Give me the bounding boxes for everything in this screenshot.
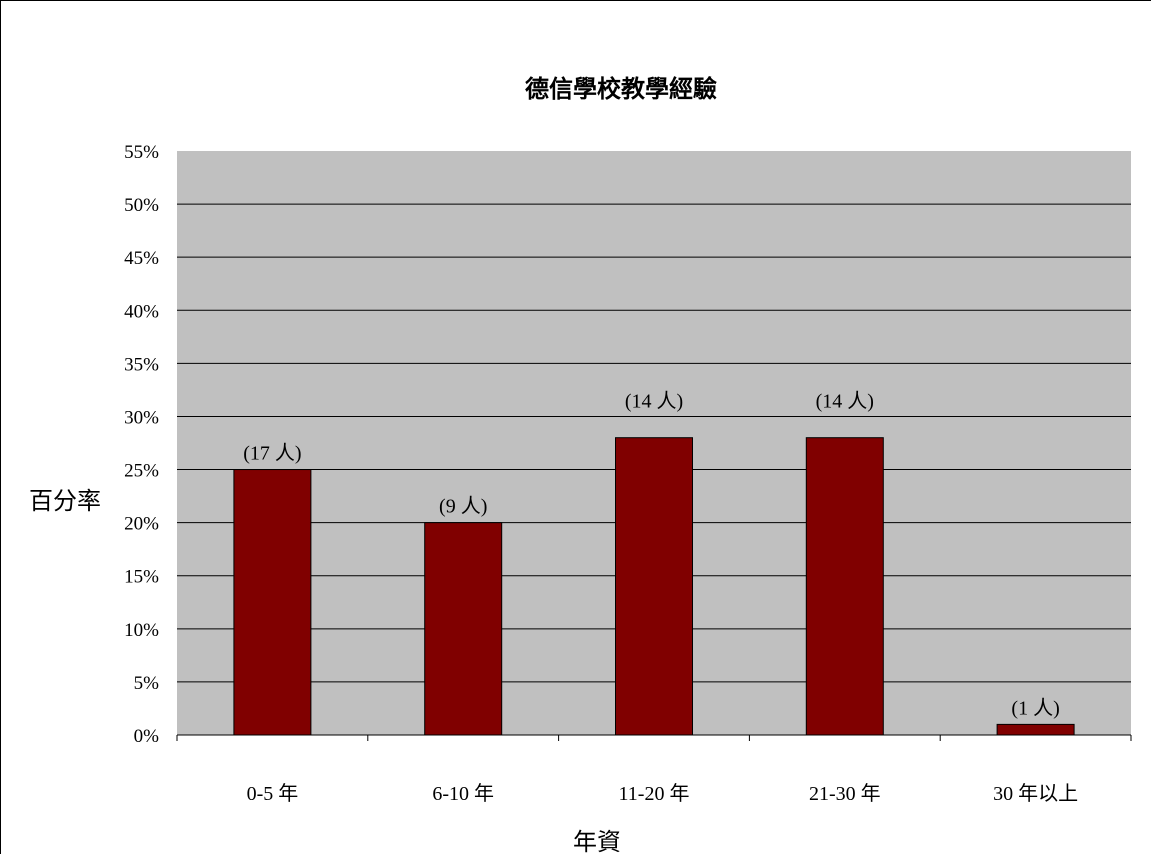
x-axis-label: 年資 — [573, 829, 621, 855]
y-axis-label: 百分率 — [29, 488, 101, 515]
bar — [996, 723, 1075, 736]
bar — [424, 522, 503, 736]
bar-data-label: (17 人) — [243, 442, 301, 465]
bar — [233, 469, 312, 736]
x-tick-label: 11-20 年 — [619, 782, 690, 805]
x-tick-label: 21-30 年 — [809, 782, 881, 805]
y-tick-label: 35% — [124, 354, 159, 375]
y-tick-label: 5% — [134, 673, 160, 694]
y-tick-label: 40% — [124, 301, 159, 322]
bar-data-label: (1 人) — [1011, 696, 1059, 719]
y-axis-ticks: 0% 5% 10% 15% 20% 25% 30% 35% 40% 45% 50% 55% — [124, 142, 159, 747]
y-tick-label: 0% — [134, 726, 160, 747]
bar-data-label: (9 人) — [439, 495, 487, 518]
y-tick-label: 30% — [124, 407, 159, 428]
y-tick-label: 20% — [124, 514, 159, 535]
bars — [233, 437, 1075, 736]
bar — [805, 437, 884, 736]
bar-data-label: (14 人) — [625, 390, 683, 413]
y-tick-label: 10% — [124, 620, 159, 641]
x-tick-label: 30 年以上 — [993, 782, 1078, 805]
chart-title: 德信學校教學經驗 — [525, 75, 717, 103]
y-tick-label: 15% — [124, 567, 159, 588]
x-tick-label: 6-10 年 — [432, 782, 494, 805]
x-tick-label: 0-5 年 — [247, 782, 299, 805]
bar-data-label: (14 人) — [816, 390, 874, 413]
y-tick-label: 25% — [124, 461, 159, 482]
bar — [615, 437, 693, 736]
y-tick-label: 55% — [124, 142, 159, 163]
x-axis-ticks: 0-5 年 6-10 年 11-20 年 21-30 年 30 年以上 — [176, 735, 1132, 805]
y-tick-label: 50% — [124, 195, 159, 216]
data-labels: (17 人) (9 人) (14 人) (14 人) (1 人) — [243, 390, 1060, 720]
y-tick-label: 45% — [124, 248, 159, 269]
